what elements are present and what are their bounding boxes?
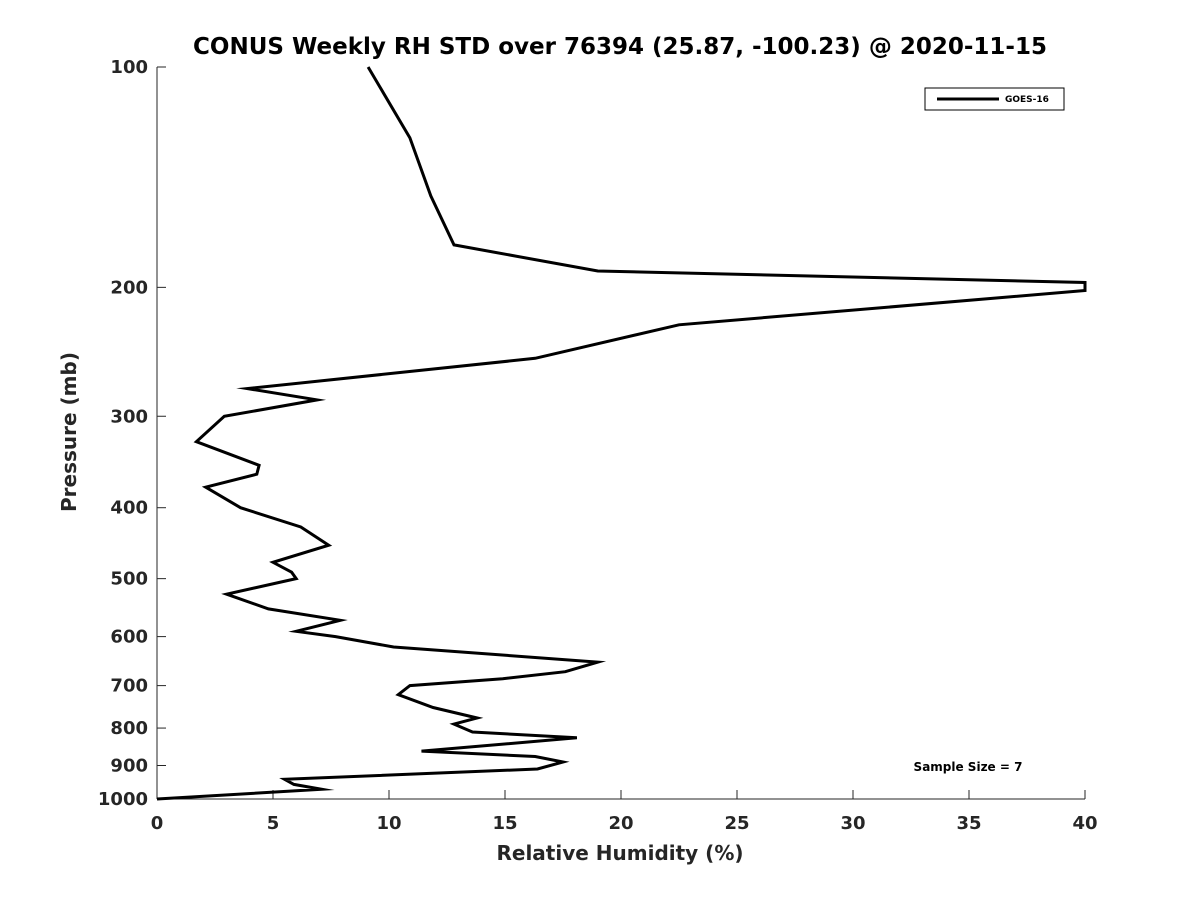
y-tick-label: 1000 — [98, 789, 148, 810]
tick-labels: 0 5 10 15 20 25 30 35 40 100 200 300 400 500 600 700 800… — [98, 57, 1098, 834]
x-tick-label: 5 — [267, 813, 280, 834]
x-axis-label: Relative Humidity (%) — [496, 841, 743, 865]
legend-label-goes-16: GOES-16 — [1005, 95, 1049, 105]
y-tick-label: 400 — [110, 498, 148, 519]
x-tick-label: 35 — [956, 813, 981, 834]
y-tick-label: 500 — [110, 569, 148, 590]
legend: GOES-16 — [924, 87, 1065, 111]
chart-title: CONUS Weekly RH STD over 76394 (25.87, -… — [193, 34, 1047, 60]
series-lines — [156, 66, 1087, 801]
x-tick-label: 20 — [608, 813, 633, 834]
y-tick-label: 600 — [110, 627, 148, 648]
y-tick-label: 300 — [110, 406, 148, 427]
y-tick-label: 700 — [110, 676, 148, 697]
x-tick-label: 15 — [492, 813, 517, 834]
y-tick-label: 900 — [110, 756, 148, 777]
y-tick-label: 200 — [110, 277, 148, 298]
sample-size-annotation: Sample Size = 7 — [914, 760, 1023, 774]
x-tick-label: 40 — [1072, 813, 1097, 834]
series-line-goes-16 — [156, 66, 1087, 801]
y-axis-label: Pressure (mb) — [57, 352, 81, 512]
x-tick-label: 10 — [376, 813, 401, 834]
y-tick-label: 100 — [110, 57, 148, 78]
x-tick-label: 25 — [724, 813, 749, 834]
x-tick-label: 30 — [840, 813, 865, 834]
x-tick-label: 0 — [151, 813, 164, 834]
axes — [156, 66, 1086, 800]
y-tick-label: 800 — [110, 718, 148, 739]
